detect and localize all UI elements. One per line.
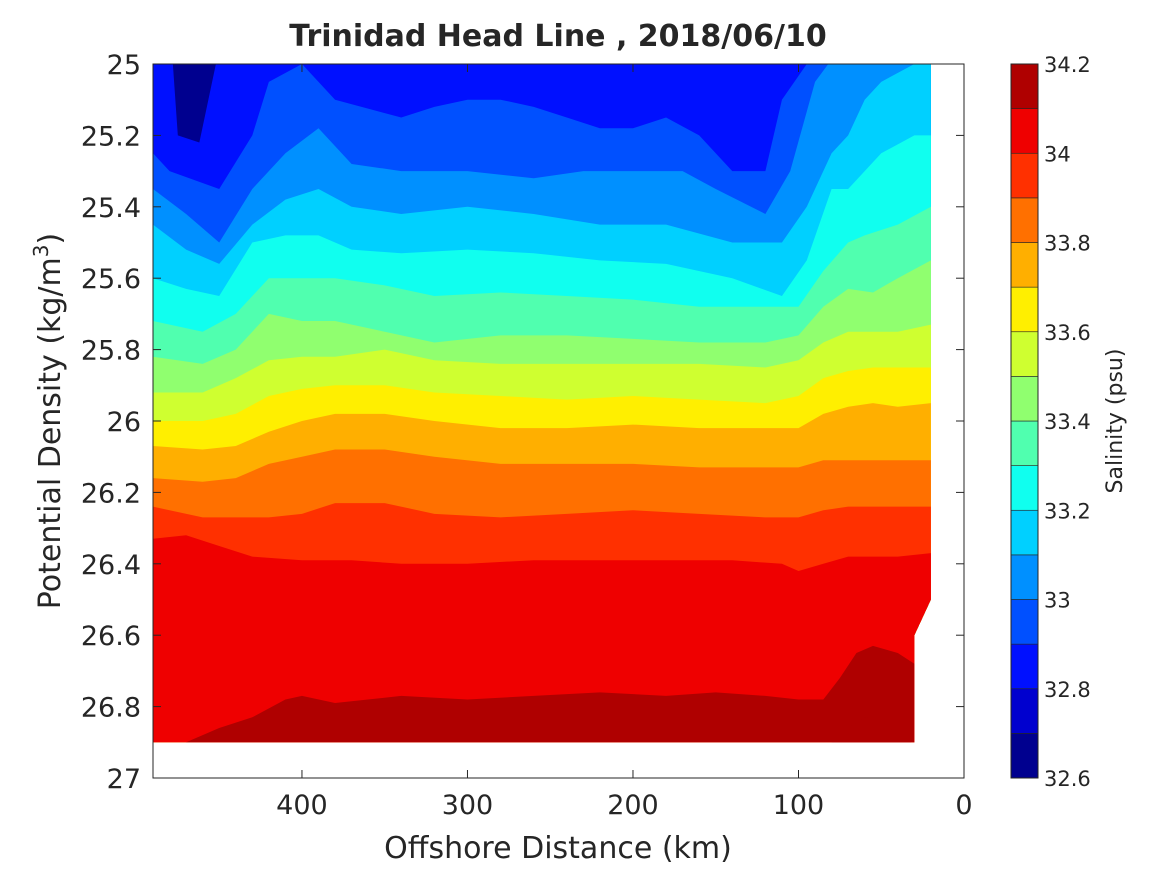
colorbar-tick-label: 33.4 — [1044, 410, 1091, 434]
colorbar-bands — [1010, 63, 1039, 779]
colorbar-band — [1010, 286, 1039, 333]
colorbar-tick-label: 32.6 — [1044, 767, 1091, 791]
y-axis-label-close: ) — [33, 233, 68, 245]
y-tick-label: 27 — [107, 764, 141, 795]
x-axis-label: Offshore Distance (km) — [384, 831, 732, 866]
colorbar-ticks: 32.6 32.8 33 33.2 33.4 33.6 33.8 34 34.2 — [1044, 53, 1091, 791]
y-tick-label: 25.6 — [81, 264, 141, 295]
contour-band-34-2 — [831, 717, 912, 743]
x-tick-label: 300 — [442, 790, 494, 821]
chart-title: Trinidad Head Line , 2018/06/10 — [289, 19, 826, 54]
x-tick-label: 400 — [276, 790, 328, 821]
y-tick-label: 26.6 — [81, 621, 141, 652]
colorbar-band — [1010, 331, 1039, 377]
y-tick-label: 26.8 — [81, 693, 141, 724]
colorbar-frame — [1010, 63, 1039, 779]
y-tick-label: 26 — [107, 407, 141, 438]
colorbar-band — [1010, 509, 1039, 556]
colorbar-tick-label: 33.8 — [1044, 232, 1091, 256]
y-axis-ticks: 25 25.2 25.4 25.6 25.8 26 26.2 26.4 26.6 26.8 27 — [81, 50, 964, 795]
colorbar-band — [1010, 420, 1039, 466]
colorbar-band — [1010, 733, 1039, 779]
colorbar-band — [1010, 554, 1039, 600]
colorbar-label: Salinity (psu) — [1103, 349, 1128, 494]
plot-area: 400 300 200 100 0 25 25.2 25.4 25.6 25.8 26 26.2 26… — [81, 50, 973, 821]
y-axis-label-superscript: 3 — [29, 244, 53, 257]
x-axis-ticks: 400 300 200 100 0 — [276, 64, 973, 821]
y-tick-label: 25.8 — [81, 336, 141, 367]
colorbar-band — [1010, 197, 1039, 243]
colorbar-band — [1010, 465, 1039, 511]
y-axis-label-main: Potential Density (kg/m — [33, 257, 68, 609]
y-tick-label: 25.2 — [81, 121, 141, 152]
x-tick-label: 200 — [607, 790, 659, 821]
y-tick-label: 25.4 — [81, 193, 141, 224]
y-tick-label: 26.2 — [81, 478, 141, 509]
colorbar-tick-label: 33.6 — [1044, 321, 1091, 345]
colorbar-band — [1010, 63, 1039, 109]
contour-band-34-1 — [186, 645, 915, 743]
y-axis-label: Potential Density (kg/m3) — [29, 233, 68, 609]
colorbar-band — [1010, 152, 1039, 199]
contour-fills — [153, 64, 931, 743]
colorbar-tick-label: 33.2 — [1044, 499, 1091, 523]
colorbar-band — [1010, 242, 1039, 288]
colorbar-tick-label: 34 — [1044, 142, 1071, 166]
x-tick-label: 100 — [773, 790, 825, 821]
colorbar-band — [1010, 376, 1039, 422]
y-tick-label: 26.4 — [81, 550, 141, 581]
y-tick-label: 25 — [107, 50, 141, 81]
colorbar-band — [1010, 108, 1039, 154]
colorbar-band — [1010, 599, 1039, 645]
contour-band-34 — [153, 535, 931, 743]
colorbar: 32.6 32.8 33 33.2 33.4 33.6 33.8 34 34.2 Salinit… — [1010, 53, 1128, 791]
colorbar-tick-label: 34.2 — [1044, 53, 1091, 77]
colorbar-tick-label: 33 — [1044, 589, 1071, 613]
colorbar-band — [1010, 688, 1039, 734]
colorbar-band — [1010, 643, 1039, 690]
colorbar-tick-label: 32.8 — [1044, 678, 1091, 702]
x-tick-label: 0 — [955, 790, 972, 821]
